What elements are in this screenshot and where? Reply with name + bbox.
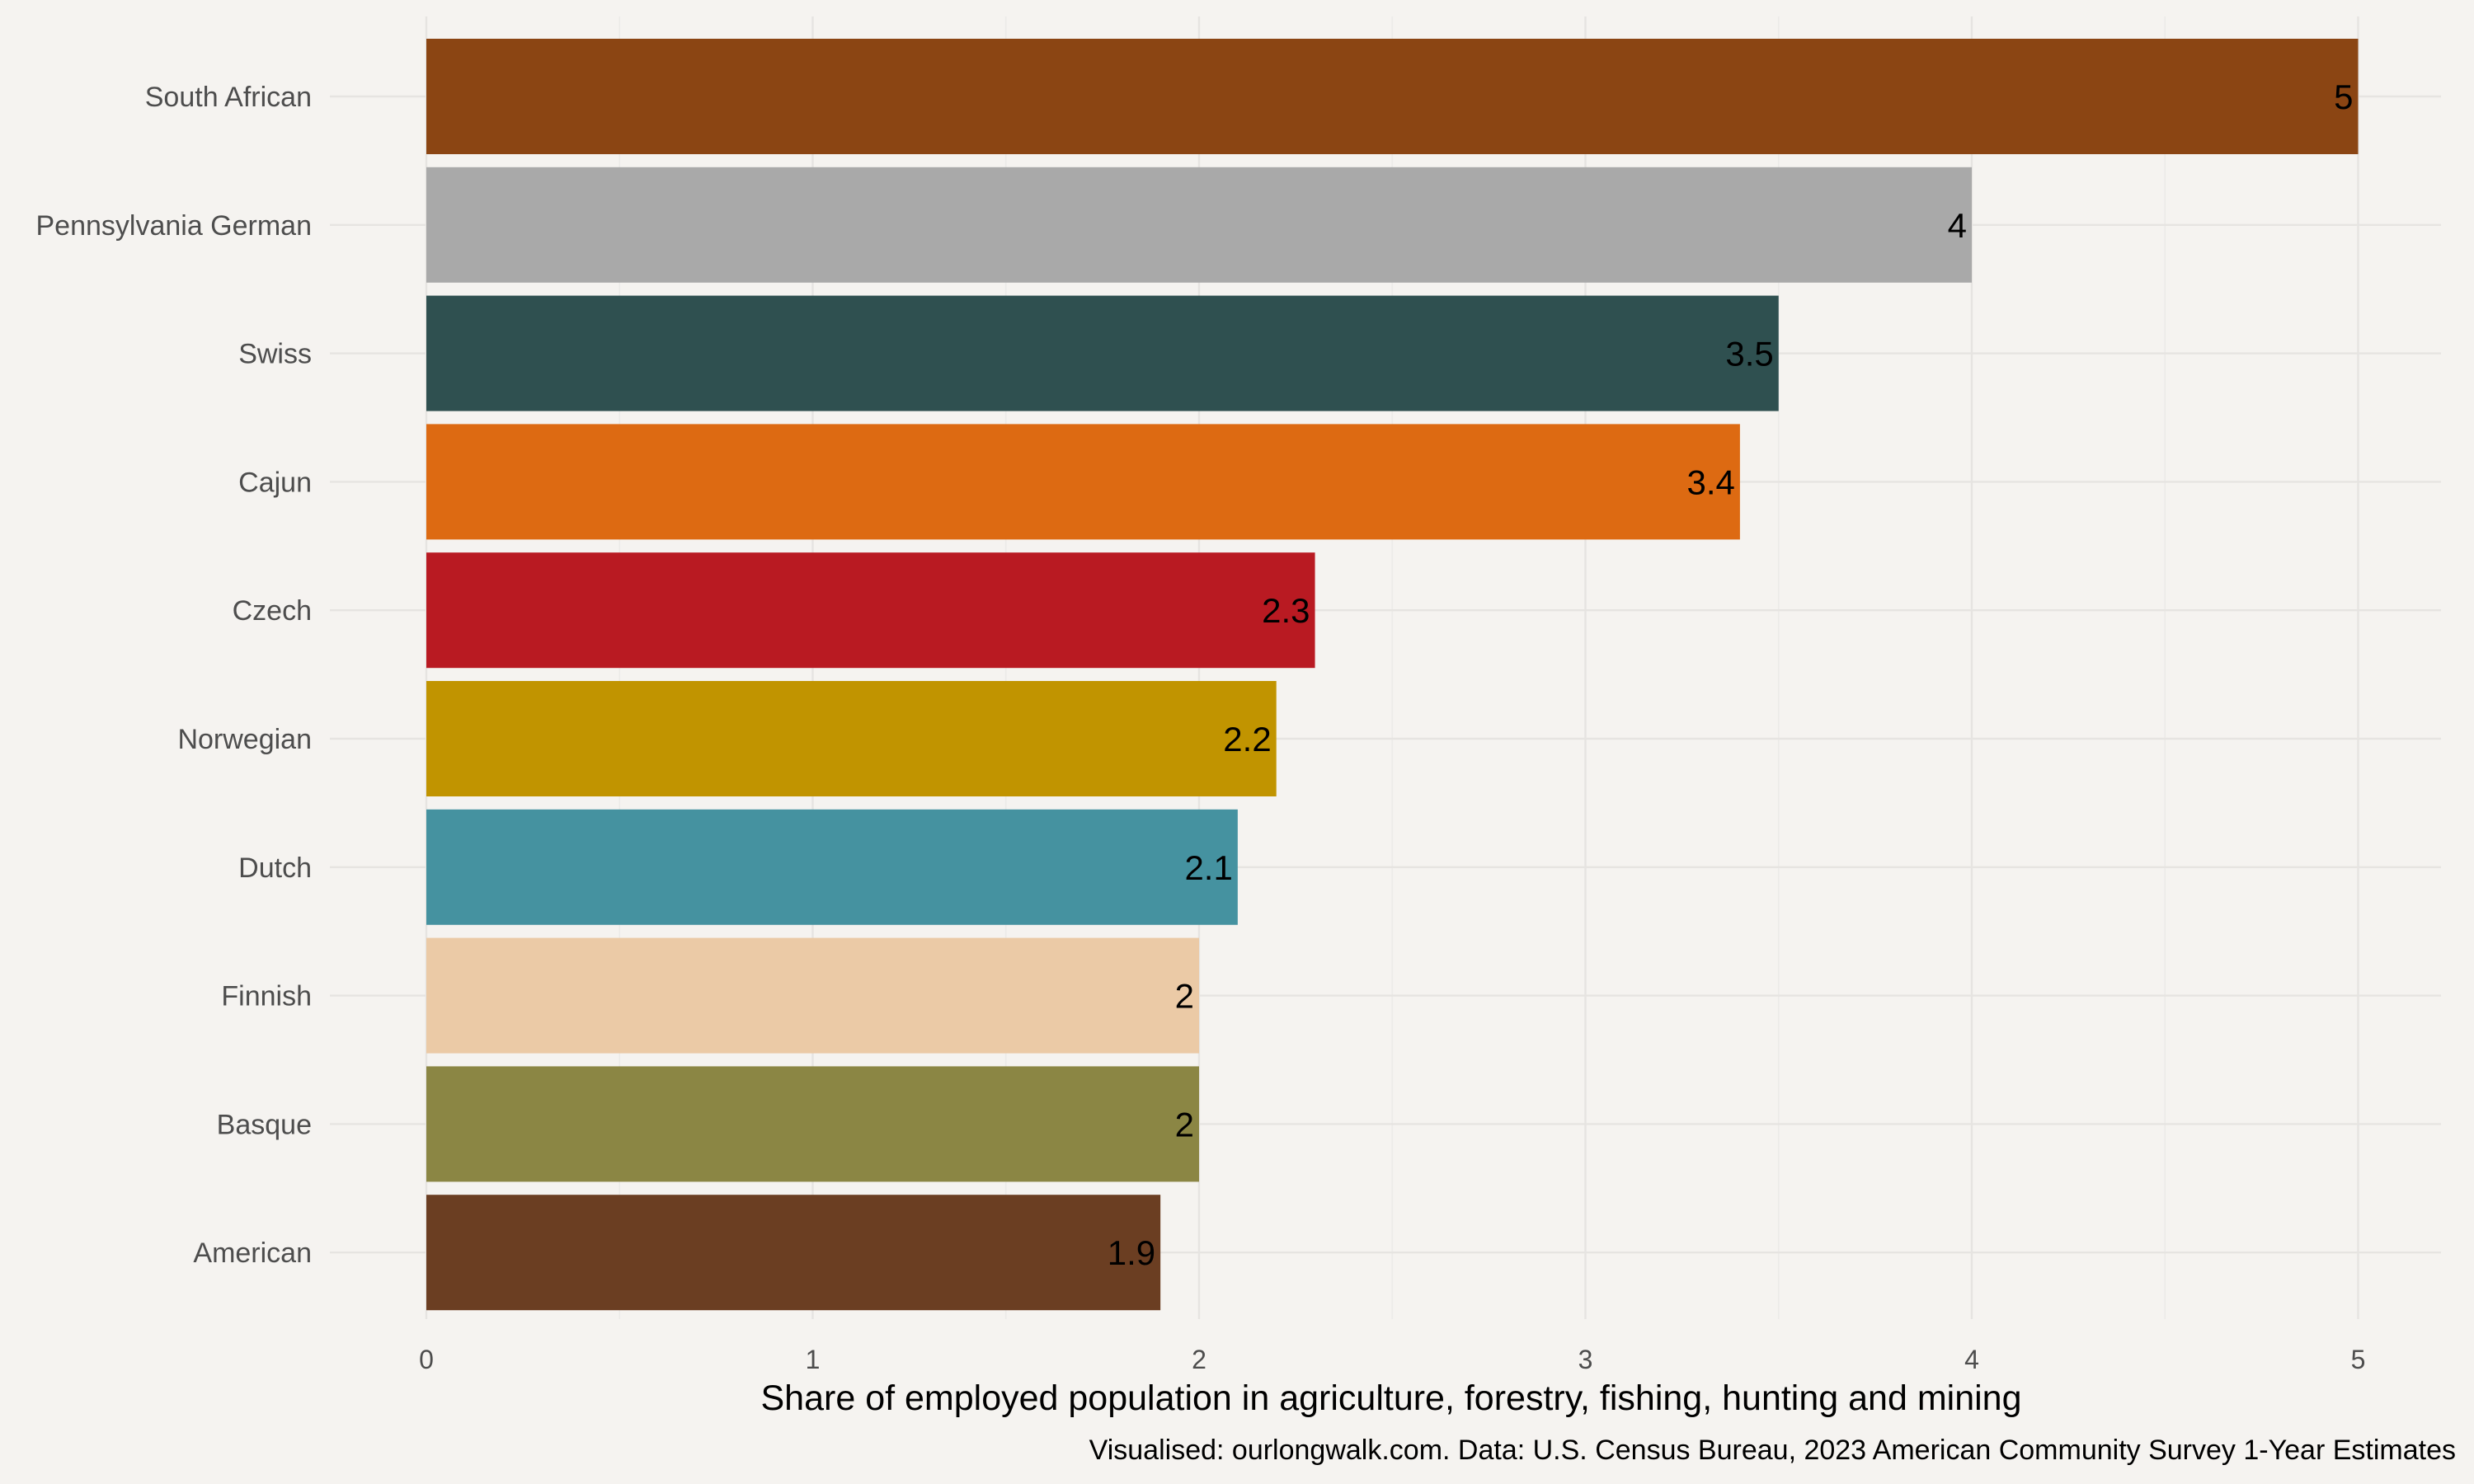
bar-value-label: 1.9 [1108, 1233, 1155, 1272]
category-label: South African [145, 82, 312, 113]
bar-value-label: 2 [1175, 977, 1194, 1016]
bar [426, 295, 1779, 411]
category-label: Swiss [238, 339, 312, 370]
bar [426, 937, 1199, 1054]
category-label: Norwegian [177, 724, 312, 755]
x-tick-label: 2 [1192, 1345, 1206, 1374]
bar-value-label: 3.5 [1725, 335, 1773, 373]
bar [426, 1066, 1199, 1182]
x-tick-label: 4 [1964, 1345, 1979, 1374]
bar [426, 167, 1972, 283]
x-tick-label: 0 [419, 1345, 434, 1374]
category-label: Finnish [221, 981, 312, 1012]
category-label: Cajun [238, 467, 312, 498]
bar-value-label: 2.1 [1184, 848, 1232, 887]
bar-value-label: 3.4 [1687, 463, 1735, 501]
x-axis-title: Share of employed population in agricult… [761, 1378, 2022, 1418]
x-tick-labels: 0 1 2 3 4 5 [419, 1345, 2365, 1374]
bar-value-label: 2.3 [1262, 591, 1310, 630]
bar-value-label: 4 [1948, 206, 1967, 245]
bar [426, 809, 1238, 925]
bar [426, 424, 1740, 540]
category-label: Basque [217, 1109, 312, 1140]
category-label: American [193, 1237, 312, 1269]
category-labels: South African Pennsylvania German Swiss Caj… [35, 82, 312, 1269]
category-label: Dutch [238, 852, 312, 884]
x-tick-label: 5 [2351, 1345, 2366, 1374]
bar [426, 1195, 1161, 1311]
bar-value-label: 2.2 [1223, 720, 1271, 758]
bar-value-label: 5 [2334, 77, 2353, 116]
x-tick-label: 3 [1578, 1345, 1593, 1374]
bars-group [426, 39, 2359, 1311]
category-label: Pennsylvania German [35, 210, 312, 242]
category-label: Czech [233, 595, 312, 627]
bar-value-label: 2 [1175, 1105, 1194, 1144]
x-tick-label: 1 [806, 1345, 821, 1374]
bar [426, 552, 1315, 669]
caption: Visualised: ourlongwalk.com. Data: U.S. … [1089, 1435, 2456, 1466]
bar [426, 681, 1277, 796]
bar [426, 39, 2359, 154]
bar-value-labels: 5 4 3.5 3.4 2.3 2.2 2.1 2 2 1.9 [1108, 77, 2354, 1272]
